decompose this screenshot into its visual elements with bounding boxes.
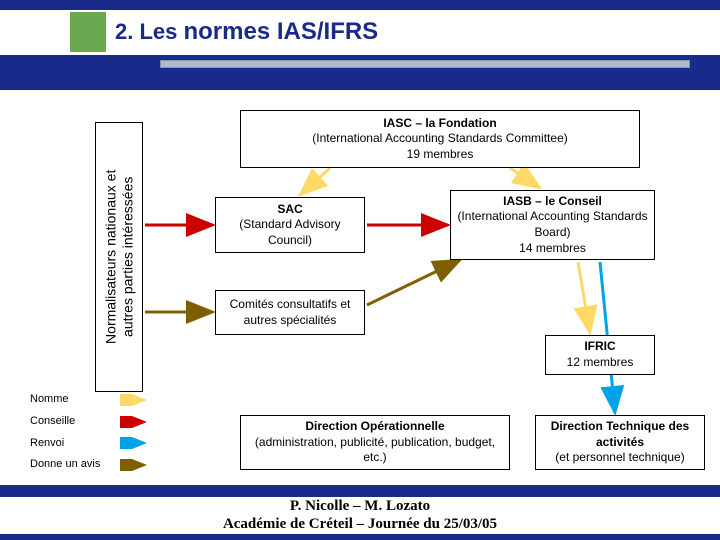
legend-row-renvoi: Renvoi [30,434,148,454]
node-dir_op: Direction Opérationnelle(administration,… [240,415,510,470]
legend-arrow-renvoi [120,437,148,449]
slide: 2. Les normes IAS/IFRS Normalisateurs na… [0,0,720,540]
legend-arrow-nomme [120,394,148,406]
footer-line2: Académie de Créteil – Journée du 25/03/0… [0,515,720,534]
legend-row-avis: Donne un avis [30,455,148,475]
node-iasb: IASB – le Conseil(International Accounti… [450,190,655,260]
legend-arrow-conseille [120,416,148,428]
title-main: normes IAS/IFRS [183,18,378,45]
arrow-iasc-to-iasb [510,168,540,188]
legend-row-nomme: Nomme [30,390,148,410]
node-ifric: IFRIC12 membres [545,335,655,375]
node-iasc: IASC – la Fondation(International Accoun… [240,110,640,168]
title-accent-block [70,12,106,52]
legend-row-conseille: Conseille [30,412,148,432]
legend-arrow-avis [120,459,148,471]
arrow-iasc-to-sac [300,168,330,195]
legend: Nomme Conseille Renvoi Donne un avis [30,390,148,477]
footer: P. Nicolle – M. Lozato Académie de Créte… [0,497,720,535]
node-dir_tech: Direction Technique des activités(et per… [535,415,705,470]
page-title: 2. Les normes IAS/IFRS [115,18,378,46]
node-sac: SAC(Standard Advisory Council) [215,197,365,253]
footer-line1: P. Nicolle – M. Lozato [0,497,720,516]
arrow-comites-to-iasb [367,260,460,305]
title-underline [160,60,690,68]
arrow-iasb-to-ifric [578,262,590,333]
diagram-body: Normalisateurs nationaux et autres parti… [0,90,720,485]
title-prefix: 2. Les [115,19,183,44]
node-comites: Comités consultatifs et autres spécialit… [215,290,365,335]
title-bar: 2. Les normes IAS/IFRS [0,10,720,55]
